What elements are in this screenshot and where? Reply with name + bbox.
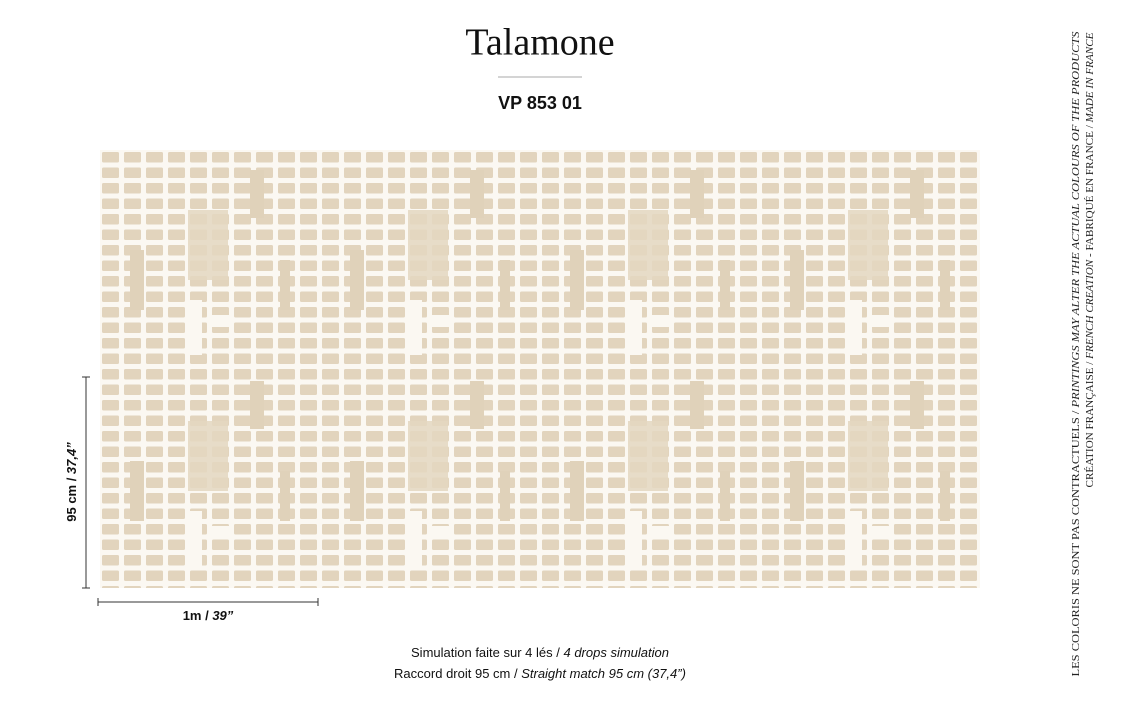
note-fr: Simulation faite sur 4 lés /	[411, 645, 563, 660]
height-imperial: 37,4”	[64, 442, 79, 474]
disclaimer-fr: LES COLORIS NE SONT PAS CONTRACTUELS /	[1070, 408, 1082, 677]
note-en: 4 drops simulation	[563, 645, 669, 660]
height-label: 95 cm / 37,4”	[64, 442, 79, 522]
width-imperial: 39”	[212, 608, 233, 623]
title: Talamone	[465, 22, 614, 64]
disclaimer-en: PRINTINGS MAY ALTER THE ACTUAL COLOURS O…	[1070, 31, 1082, 409]
height-dimension	[82, 376, 90, 589]
origin-en: MADE IN FRANCE	[1084, 32, 1096, 123]
origin: CRÉATION FRANÇAISE / FRENCH CREATION - F…	[1084, 32, 1096, 487]
note-fr: Raccord droit 95 cm /	[394, 666, 521, 681]
width-metric: 1m /	[183, 608, 213, 623]
note: Raccord droit 95 cm / Straight match 95 …	[394, 666, 686, 681]
origin-en: FRENCH CREATION	[1084, 259, 1096, 360]
wallpaper-simulation	[100, 150, 980, 588]
note-en: Straight match 95 cm (37,4”)	[521, 666, 686, 681]
origin-fr: CRÉATION FRANÇAISE /	[1084, 359, 1096, 488]
note: Simulation faite sur 4 lés / 4 drops sim…	[411, 645, 669, 660]
reference: VP 853 01	[498, 93, 582, 113]
width-label: 1m / 39”	[183, 608, 234, 623]
width-dimension	[97, 598, 319, 606]
origin-fr: - FABRIQUÉ EN FRANCE /	[1084, 122, 1096, 259]
disclaimer: LES COLORIS NE SONT PAS CONTRACTUELS / P…	[1070, 31, 1082, 677]
height-metric: 95 cm /	[64, 474, 79, 522]
